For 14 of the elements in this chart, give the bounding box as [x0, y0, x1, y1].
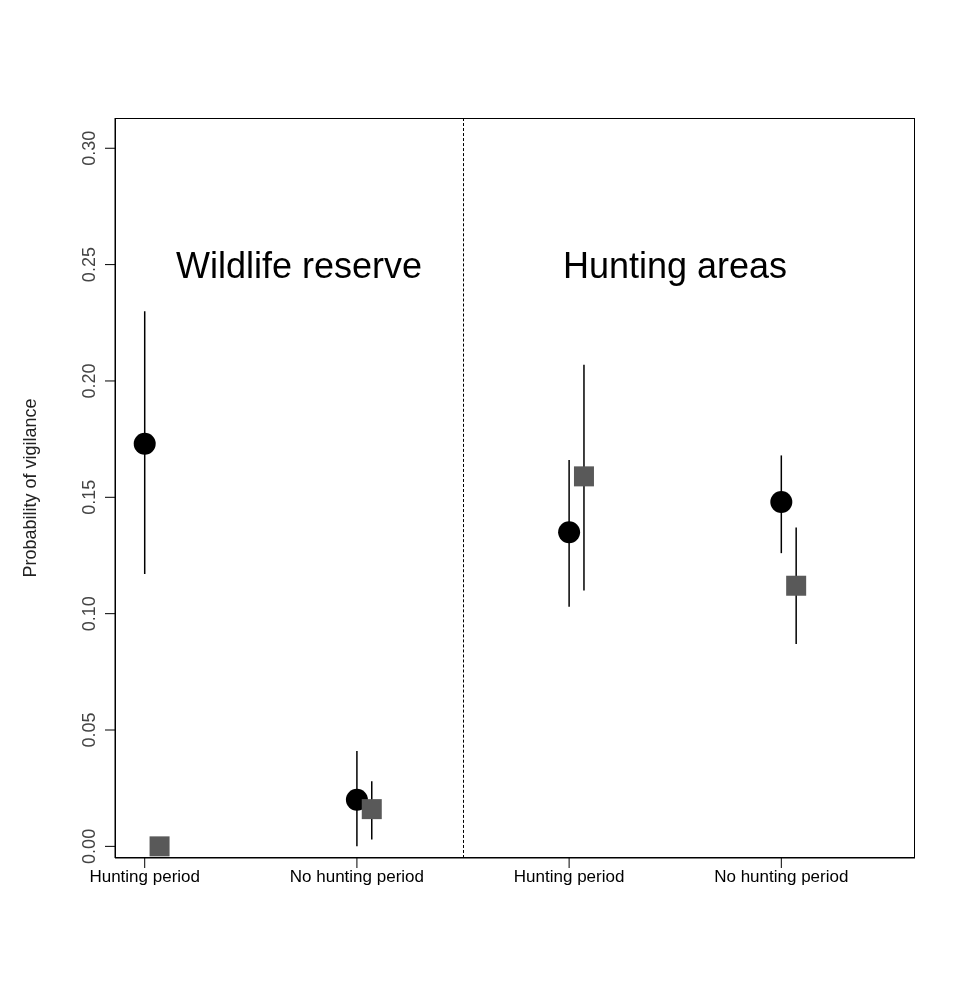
y-tick-label: 0.15	[79, 479, 99, 515]
y-tick-label: 0.10	[79, 596, 99, 632]
y-tick-label: 0.00	[79, 828, 99, 864]
x-tick-label: No hunting period	[289, 867, 425, 887]
x-tick-label: Hunting period	[89, 867, 200, 887]
x-tick-label: No hunting period	[714, 867, 849, 887]
y-tick-label: 0.20	[79, 363, 99, 399]
x-tick-label: Hunting period	[513, 867, 625, 887]
annotation: Wildlife reserve	[175, 245, 423, 287]
y-tick-label: 0.30	[79, 130, 99, 166]
annotation: Hunting areas	[562, 245, 788, 287]
y-tick-label: 0.05	[79, 712, 99, 748]
y-tick-label: 0.25	[79, 247, 99, 283]
y-axis-title: Probability of vigilance	[20, 398, 41, 578]
